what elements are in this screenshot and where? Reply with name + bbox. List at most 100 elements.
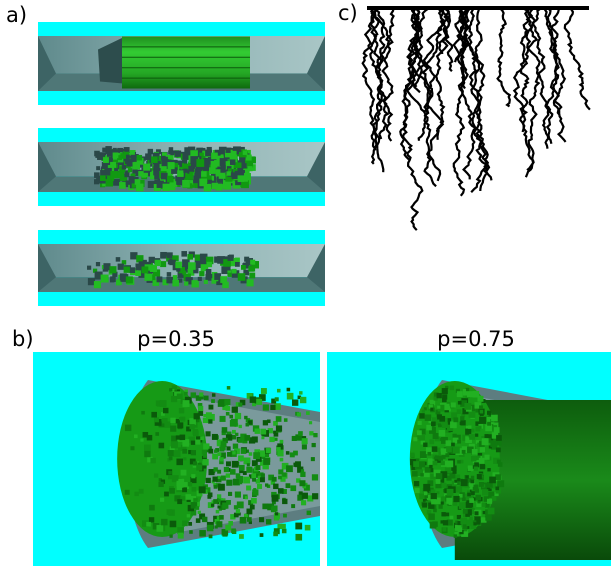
voxel <box>182 402 188 408</box>
voxel <box>456 478 463 486</box>
voxel <box>134 491 139 497</box>
voxel <box>216 439 224 447</box>
voxel <box>462 523 468 529</box>
voxel <box>440 437 444 442</box>
voxel <box>169 446 175 452</box>
voxel <box>148 517 155 523</box>
voxel <box>429 464 433 469</box>
voxel <box>262 462 269 470</box>
voxel <box>179 416 183 421</box>
voxel <box>282 498 288 505</box>
voxel <box>276 388 281 393</box>
voxel <box>238 402 243 407</box>
voxel <box>186 497 191 502</box>
voxel <box>438 429 446 437</box>
voxel <box>207 492 213 498</box>
block <box>199 178 207 187</box>
channel-end <box>38 142 56 192</box>
block <box>223 259 231 267</box>
block-shadow <box>156 180 164 188</box>
block-shadow <box>87 278 96 286</box>
block-shadow <box>197 276 202 281</box>
voxel <box>298 491 303 496</box>
block-shadow <box>102 147 107 152</box>
voxel <box>435 409 441 415</box>
render <box>38 230 325 306</box>
voxel <box>259 533 264 537</box>
voxel <box>465 428 472 435</box>
voxel <box>213 482 217 487</box>
voxel <box>183 391 188 396</box>
block-shadow <box>225 147 231 153</box>
voxel <box>193 413 200 420</box>
voxel <box>436 414 442 420</box>
voxel <box>234 448 240 455</box>
block <box>229 259 237 267</box>
block <box>194 254 201 261</box>
voxel <box>189 458 196 465</box>
root-branch <box>412 8 445 140</box>
voxel <box>487 421 492 426</box>
voxel <box>487 468 491 472</box>
voxel <box>178 478 185 485</box>
voxel <box>146 434 153 441</box>
block <box>249 272 256 279</box>
voxel <box>495 447 501 453</box>
block-shadow <box>145 153 152 160</box>
voxel <box>267 503 274 511</box>
block <box>103 157 109 163</box>
voxel <box>208 534 213 539</box>
voxel <box>451 442 455 447</box>
voxel <box>238 464 245 471</box>
block <box>182 179 190 188</box>
voxel <box>226 461 231 467</box>
voxel <box>190 510 197 516</box>
voxel <box>275 425 283 432</box>
voxel <box>434 455 440 460</box>
voxel <box>182 448 188 454</box>
voxel <box>167 475 172 480</box>
voxel <box>191 421 198 428</box>
voxel <box>435 447 441 452</box>
block <box>110 170 118 179</box>
voxel <box>220 441 227 448</box>
voxel <box>457 521 462 526</box>
voxel <box>205 412 212 419</box>
block <box>131 183 137 188</box>
voxel <box>219 459 224 465</box>
voxel <box>309 421 313 425</box>
voxel <box>285 451 290 455</box>
voxel <box>219 457 224 462</box>
block <box>232 163 238 169</box>
block <box>120 153 126 159</box>
block <box>160 261 167 268</box>
voxel <box>278 488 284 494</box>
voxel <box>472 390 480 398</box>
block-shadow <box>156 276 163 283</box>
voxel <box>446 488 454 496</box>
voxel <box>238 480 243 485</box>
block-shadow <box>213 177 218 183</box>
voxel <box>467 465 474 472</box>
voxel <box>446 401 451 406</box>
voxel <box>229 469 236 475</box>
voxel <box>479 416 486 424</box>
voxel <box>216 516 221 520</box>
voxel <box>260 388 267 394</box>
voxel <box>476 501 482 508</box>
block-shadow <box>132 168 138 174</box>
voxel <box>295 533 303 541</box>
block-shadow <box>121 165 127 170</box>
voxel <box>178 447 182 452</box>
voxel <box>155 400 162 407</box>
voxel <box>446 519 453 526</box>
voxel <box>458 493 463 498</box>
voxel <box>277 443 283 450</box>
block <box>227 168 232 173</box>
voxel <box>173 397 177 401</box>
voxel <box>463 513 467 518</box>
voxel <box>295 434 302 441</box>
voxel <box>461 449 466 454</box>
voxel <box>239 468 244 474</box>
block <box>211 152 218 160</box>
